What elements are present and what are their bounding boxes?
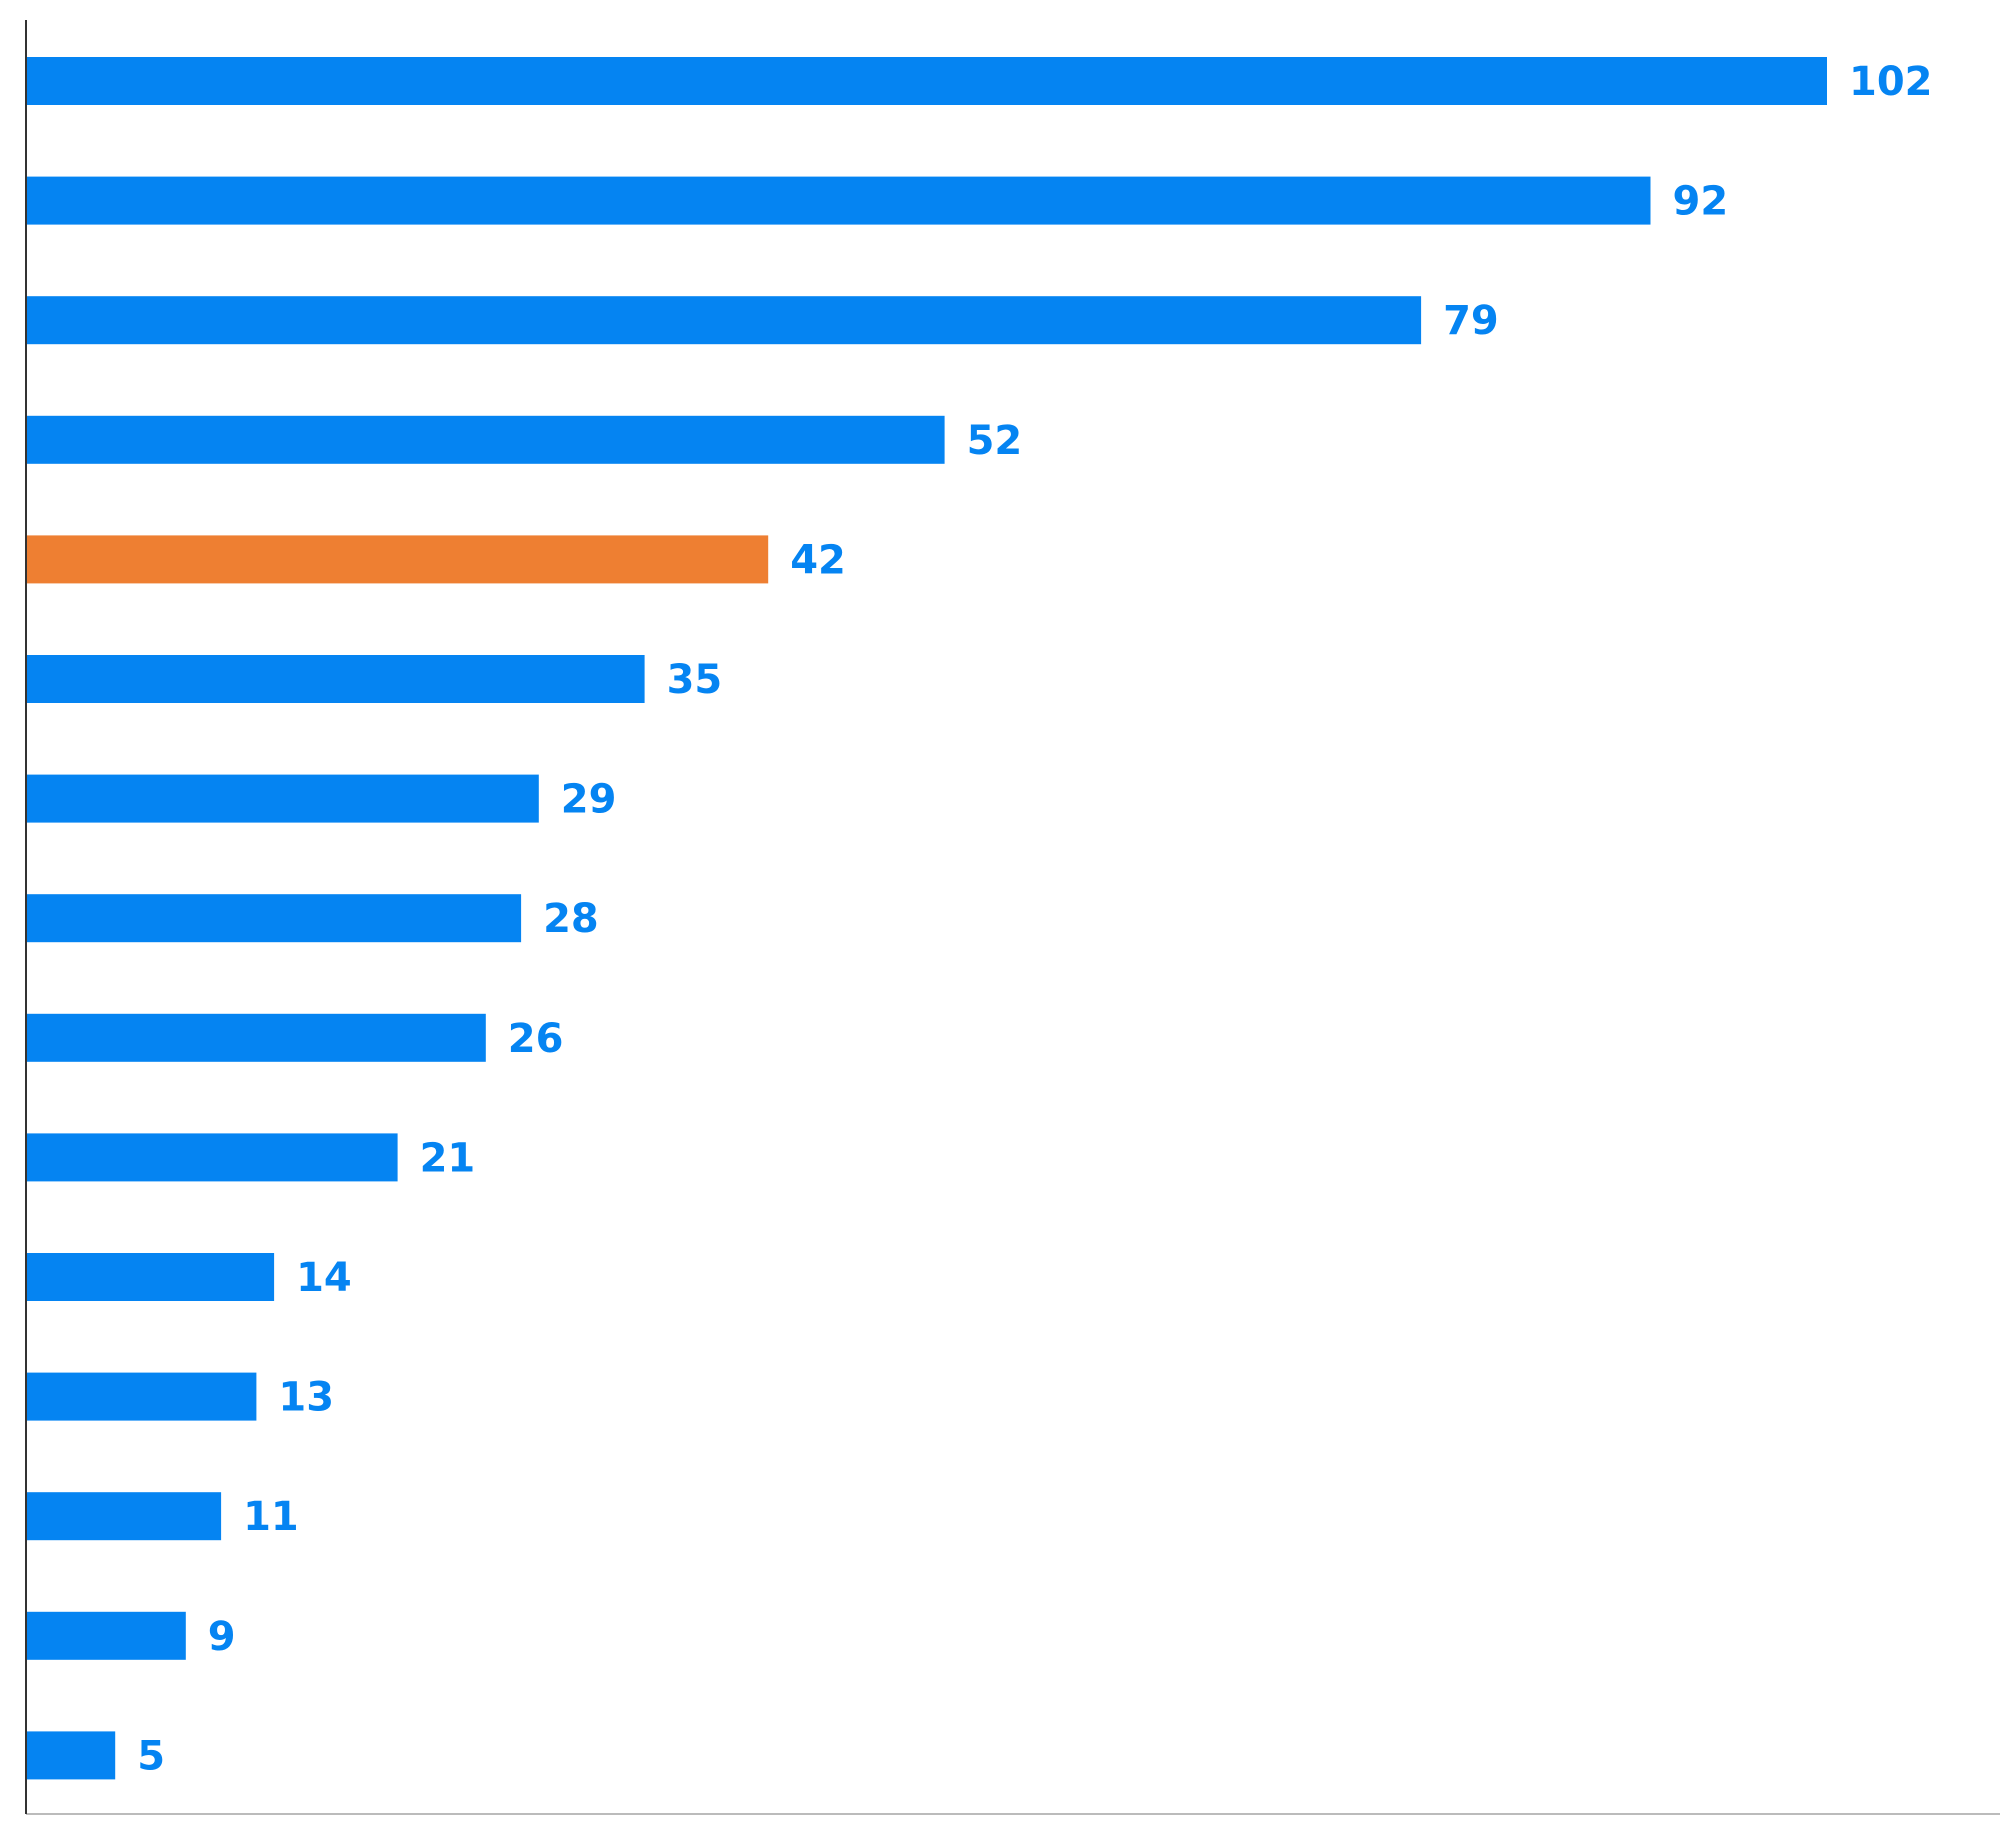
- labels-layer: 102 92 79 52 42 35 29 28 26 21 14 13 11 9 5: [137, 59, 1932, 1779]
- data-label: 5: [137, 1733, 165, 1779]
- bar: [27, 894, 522, 943]
- data-label: 9: [208, 1614, 236, 1660]
- data-label: 14: [296, 1255, 352, 1301]
- data-label: 29: [561, 777, 617, 823]
- bar: [27, 655, 645, 703]
- data-label: 26: [508, 1016, 564, 1062]
- data-label: 42: [790, 537, 846, 583]
- data-label: 21: [420, 1135, 476, 1181]
- data-label: 102: [1849, 59, 1933, 105]
- data-label: 11: [243, 1494, 299, 1540]
- bar: [27, 1013, 486, 1062]
- bar: [27, 1492, 222, 1541]
- bar-highlighted: [27, 535, 769, 584]
- data-label: 52: [967, 418, 1023, 464]
- bar: [27, 415, 945, 464]
- data-label: 35: [667, 657, 723, 703]
- bar: [27, 176, 1651, 225]
- data-label: 92: [1673, 179, 1729, 225]
- bar: [27, 296, 1422, 345]
- bar: [27, 1731, 116, 1780]
- bar: [27, 1253, 275, 1301]
- bar: [27, 1611, 186, 1660]
- bar: [27, 774, 539, 823]
- bar: [27, 57, 1827, 105]
- data-label: 28: [543, 896, 599, 942]
- bar: [27, 1372, 257, 1421]
- bars-layer: [27, 57, 1827, 1780]
- bar: [27, 1133, 398, 1182]
- data-label: 13: [278, 1375, 334, 1421]
- data-label: 79: [1443, 298, 1499, 344]
